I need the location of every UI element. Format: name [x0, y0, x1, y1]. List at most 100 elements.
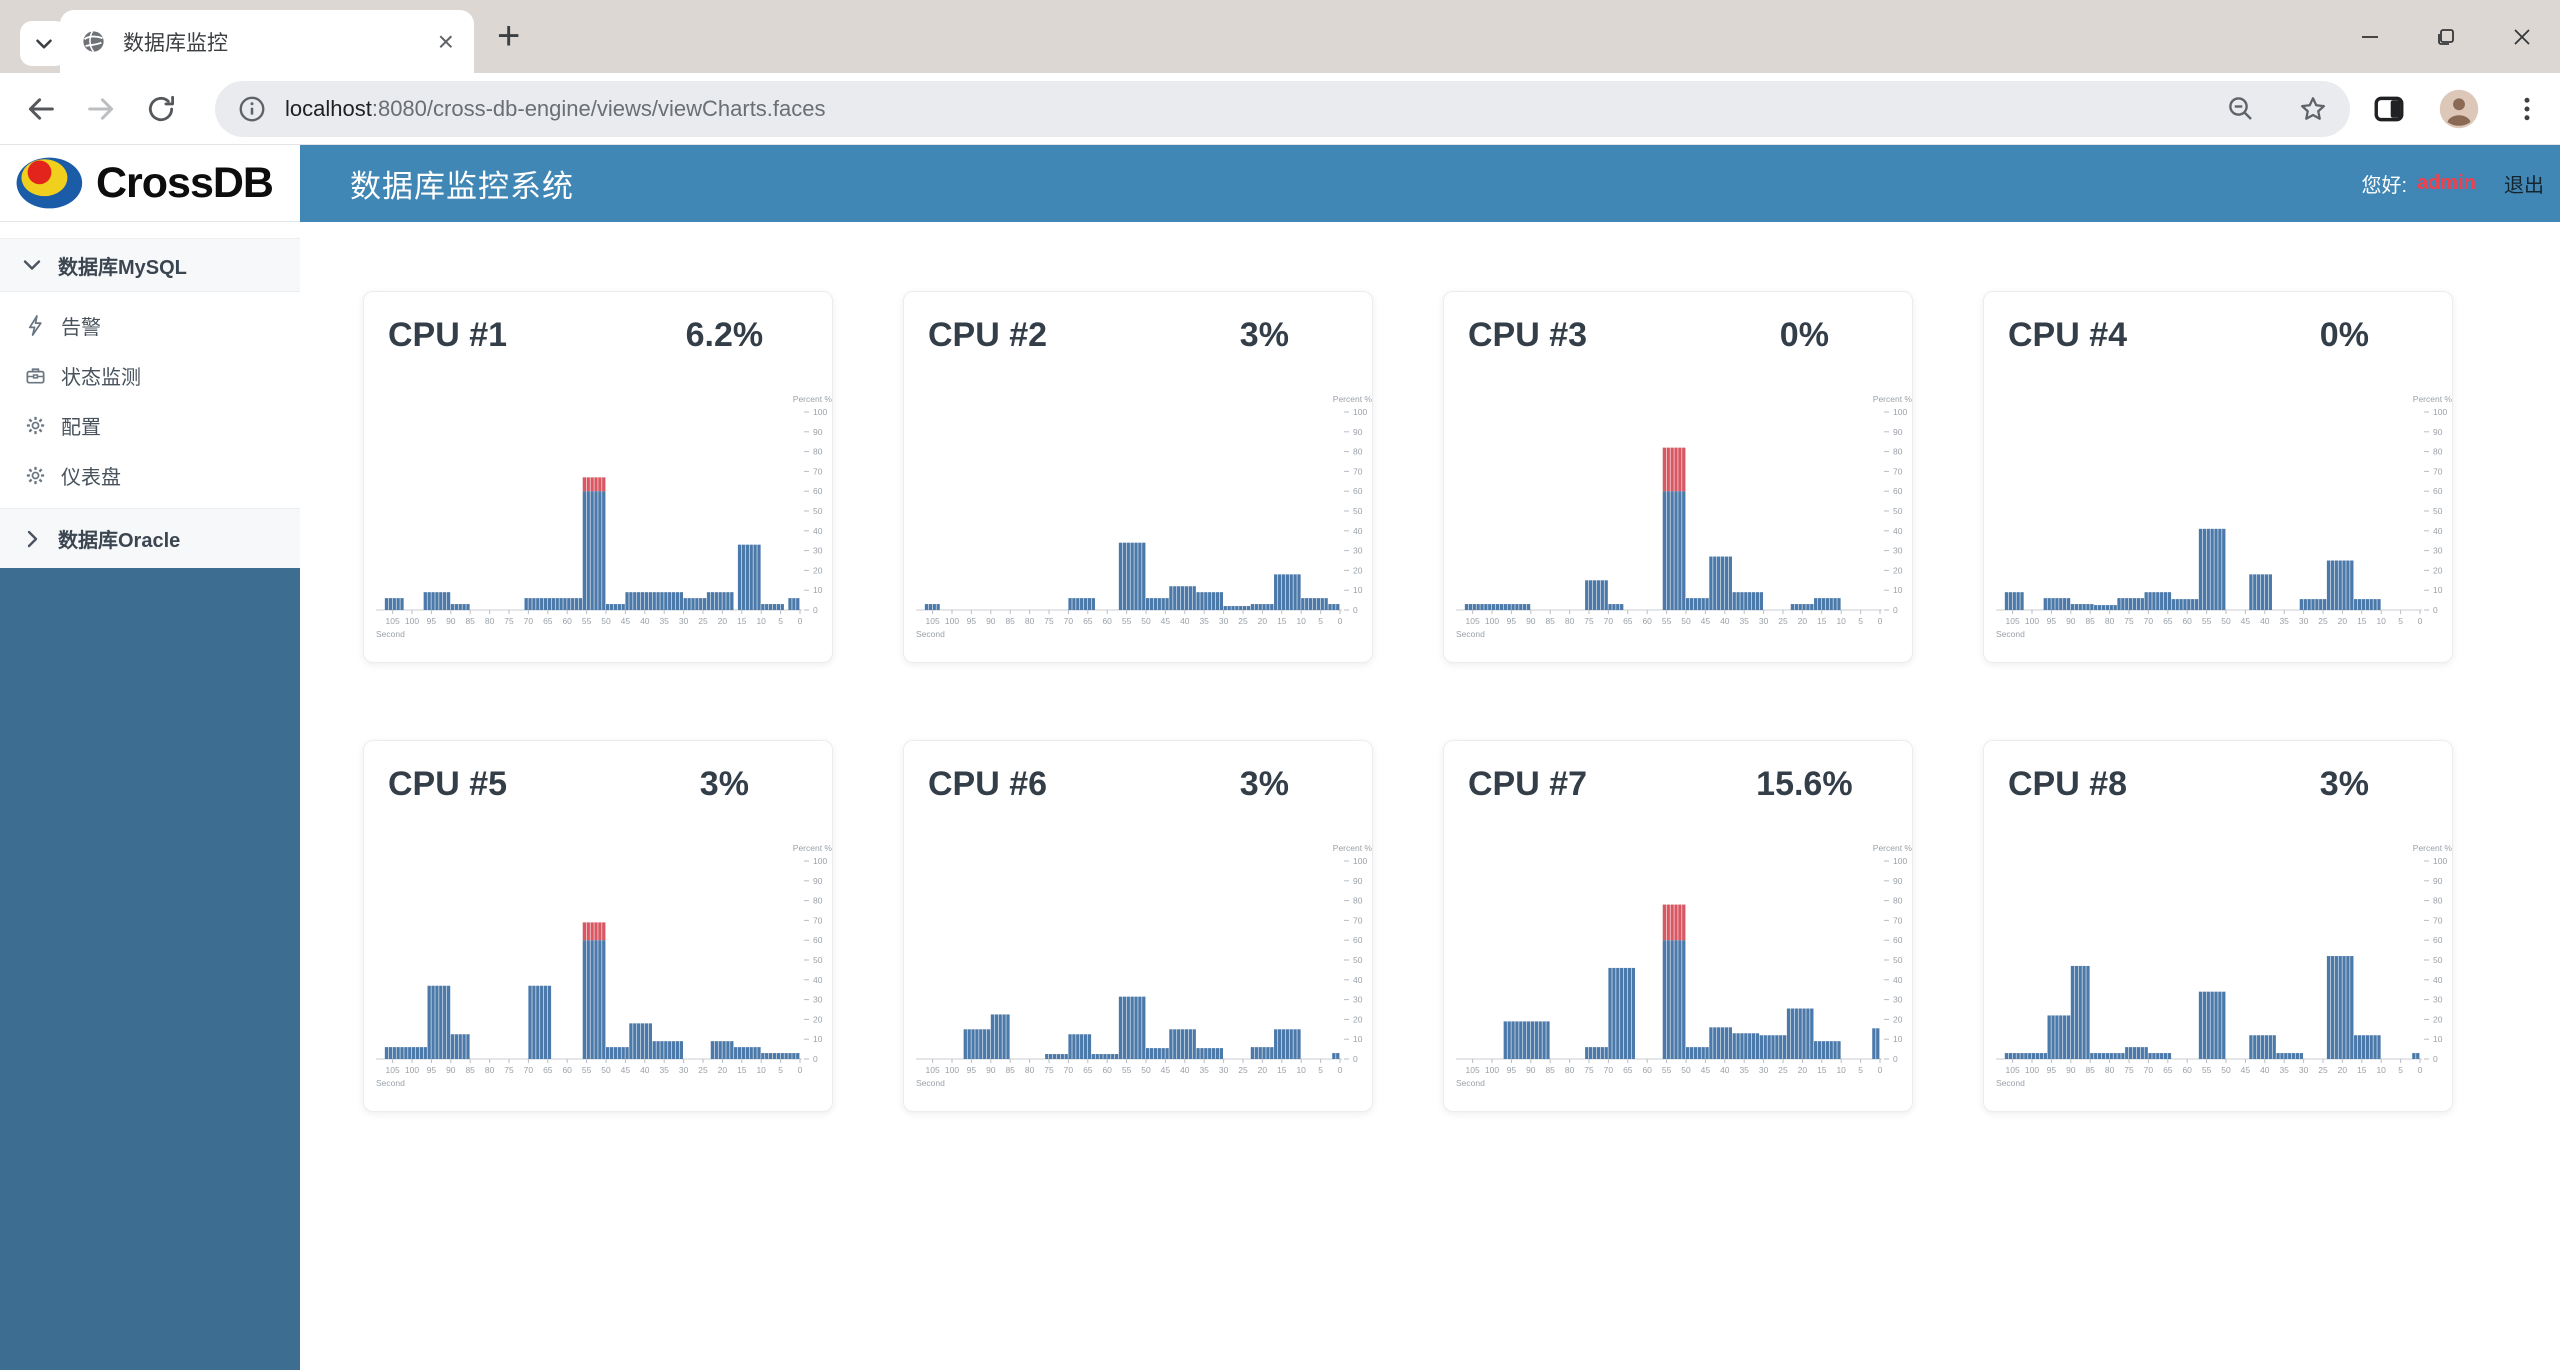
chevron-down-icon — [35, 38, 52, 49]
svg-text:90: 90 — [1526, 616, 1536, 626]
side-panel-button[interactable] — [2372, 92, 2406, 126]
svg-text:65: 65 — [1083, 616, 1093, 626]
svg-text:90: 90 — [1893, 427, 1903, 437]
svg-text:45: 45 — [1161, 616, 1171, 626]
svg-text:50: 50 — [1353, 506, 1363, 516]
svg-text:60: 60 — [1893, 486, 1903, 496]
svg-text:10: 10 — [1836, 616, 1846, 626]
svg-text:80: 80 — [2433, 447, 2443, 457]
window-minimize-button[interactable] — [2332, 0, 2408, 73]
forward-button[interactable] — [78, 86, 124, 132]
sidebar-item-alerts[interactable]: 告警 — [0, 300, 300, 350]
svg-text:20: 20 — [1258, 616, 1268, 626]
window-maximize-button[interactable] — [2408, 0, 2484, 73]
svg-text:40: 40 — [1893, 975, 1903, 985]
bookmark-button[interactable] — [2298, 94, 2328, 124]
svg-text:60: 60 — [2433, 935, 2443, 945]
zoom-out-button[interactable] — [2226, 94, 2256, 124]
profile-avatar[interactable] — [2438, 88, 2480, 130]
sidebar-group-mysql[interactable]: 数据库MySQL — [0, 238, 300, 292]
svg-text:30: 30 — [1893, 995, 1903, 1005]
cpu-usage-value: 3% — [699, 765, 749, 803]
svg-text:85: 85 — [1545, 1065, 1555, 1075]
svg-text:50: 50 — [813, 506, 823, 516]
svg-text:Percent %: Percent % — [793, 843, 833, 853]
svg-text:50: 50 — [2433, 506, 2443, 516]
svg-text:100: 100 — [945, 1065, 959, 1075]
svg-text:70: 70 — [2433, 915, 2443, 925]
svg-text:100: 100 — [405, 1065, 419, 1075]
svg-text:75: 75 — [2124, 616, 2134, 626]
svg-text:65: 65 — [2163, 1065, 2173, 1075]
svg-text:85: 85 — [465, 1065, 475, 1075]
svg-text:60: 60 — [1102, 616, 1112, 626]
svg-text:90: 90 — [446, 1065, 456, 1075]
svg-text:25: 25 — [698, 616, 708, 626]
divider — [0, 292, 300, 300]
svg-text:35: 35 — [659, 616, 669, 626]
new-tab-button[interactable]: + — [497, 14, 521, 58]
svg-text:40: 40 — [640, 1065, 650, 1075]
svg-text:15: 15 — [1277, 616, 1287, 626]
window-close-button[interactable] — [2484, 0, 2560, 73]
tab-search-button[interactable] — [20, 21, 67, 66]
svg-text:80: 80 — [1353, 447, 1363, 457]
svg-text:95: 95 — [2047, 1065, 2057, 1075]
crossdb-logo-icon — [16, 157, 83, 209]
browser-tab[interactable]: 数据库监控 × — [60, 10, 474, 73]
svg-text:95: 95 — [1507, 616, 1517, 626]
svg-text:0: 0 — [1878, 1065, 1883, 1075]
svg-text:Second: Second — [376, 1078, 405, 1088]
svg-text:90: 90 — [2433, 876, 2443, 886]
svg-text:30: 30 — [1219, 616, 1229, 626]
back-button[interactable] — [18, 86, 64, 132]
svg-text:105: 105 — [386, 616, 400, 626]
svg-text:90: 90 — [2066, 616, 2076, 626]
cpu-usage-value: 0% — [1779, 316, 1829, 354]
svg-text:95: 95 — [1507, 1065, 1517, 1075]
sidebar-item-config[interactable]: 配置 — [0, 400, 300, 450]
svg-text:Second: Second — [1456, 629, 1485, 639]
svg-text:20: 20 — [813, 565, 823, 575]
avatar-icon — [2439, 89, 2479, 129]
greeting-label: 您好: — [2361, 175, 2408, 197]
svg-text:5: 5 — [778, 616, 783, 626]
logout-link[interactable]: 退出 — [2504, 175, 2544, 197]
svg-text:25: 25 — [2318, 1065, 2328, 1075]
svg-text:Percent %: Percent % — [1333, 843, 1373, 853]
svg-text:70: 70 — [1353, 466, 1363, 476]
svg-text:50: 50 — [2221, 616, 2231, 626]
svg-text:75: 75 — [2124, 1065, 2134, 1075]
side-panel-icon — [2374, 96, 2404, 122]
tab-close-icon[interactable]: × — [437, 25, 454, 57]
svg-text:10: 10 — [1296, 1065, 1306, 1075]
svg-text:70: 70 — [1893, 466, 1903, 476]
svg-text:60: 60 — [1102, 1065, 1112, 1075]
svg-text:Percent %: Percent % — [2413, 394, 2453, 404]
svg-text:100: 100 — [2433, 856, 2447, 866]
sidebar-item-status-monitor[interactable]: 状态监测 — [0, 350, 300, 400]
reload-button[interactable] — [138, 86, 184, 132]
sidebar-group-label: 数据库Oracle — [58, 530, 181, 552]
svg-text:0: 0 — [813, 1054, 818, 1064]
svg-text:10: 10 — [1893, 1034, 1903, 1044]
svg-text:Second: Second — [1456, 1078, 1485, 1088]
svg-text:80: 80 — [2105, 616, 2115, 626]
svg-text:10: 10 — [1836, 1065, 1846, 1075]
svg-text:90: 90 — [1893, 876, 1903, 886]
svg-text:0: 0 — [1893, 605, 1898, 615]
sidebar-item-dashboard[interactable]: 仪表盘 — [0, 450, 300, 500]
browser-menu-button[interactable] — [2512, 94, 2542, 124]
svg-text:0: 0 — [1878, 616, 1883, 626]
svg-text:25: 25 — [1778, 616, 1788, 626]
sidebar-group-oracle[interactable]: 数据库Oracle — [0, 508, 300, 568]
svg-text:50: 50 — [1681, 616, 1691, 626]
address-bar[interactable]: localhost:8080/cross-db-engine/views/vie… — [215, 81, 2350, 137]
svg-text:15: 15 — [737, 1065, 747, 1075]
info-icon[interactable] — [237, 94, 267, 124]
svg-text:Second: Second — [916, 1078, 945, 1088]
svg-text:85: 85 — [1545, 616, 1555, 626]
svg-text:80: 80 — [1565, 1065, 1575, 1075]
